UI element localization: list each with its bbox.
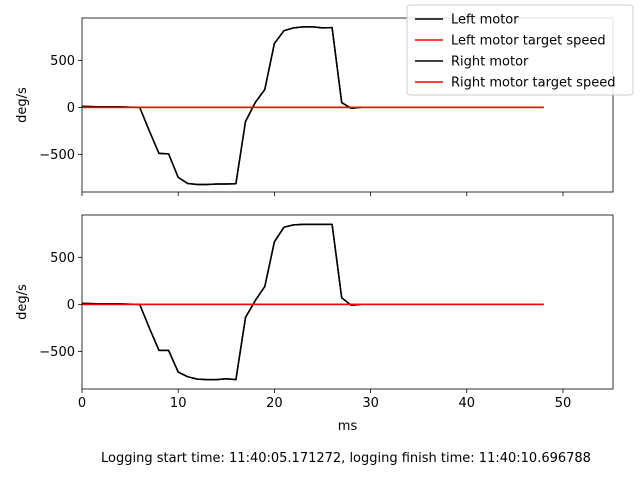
series-line-left-motor <box>81 223 362 381</box>
series-line-right-motor <box>81 26 362 186</box>
x-tick-label: 40 <box>459 396 476 411</box>
legend-box <box>406 4 634 96</box>
legend-label: Left motor target speed <box>451 34 606 49</box>
y-axis-label: deg/s <box>15 284 30 320</box>
x-tick-label: 20 <box>266 396 283 411</box>
y-axis-label: deg/s <box>15 87 30 123</box>
x-tick-label: 50 <box>555 396 572 411</box>
chart-top: −500 0 500 deg/s <box>15 17 614 196</box>
series-line-left-motor <box>81 26 362 186</box>
y-tick-label: 500 <box>50 54 75 69</box>
axes-frame <box>81 17 614 193</box>
series-line-right-motor <box>81 223 362 381</box>
y-tick-label: 500 <box>50 251 75 266</box>
x-tick-label: 0 <box>78 396 86 411</box>
x-axis-label: ms <box>338 419 358 434</box>
legend-label: Right motor <box>451 55 529 70</box>
legend: Left motor Left motor target speed Right m… <box>406 4 634 96</box>
x-tick-label: 30 <box>362 396 379 411</box>
y-tick-label: −500 <box>39 148 75 163</box>
legend-label: Right motor target speed <box>451 76 615 91</box>
logging-time-footer: Logging start time: 11:40:05.171272, log… <box>101 451 591 466</box>
legend-label: Left motor <box>451 13 519 28</box>
y-tick-label: −500 <box>39 345 75 360</box>
x-tick-label: 10 <box>170 396 187 411</box>
y-tick-label: 0 <box>67 298 75 313</box>
y-tick-label: 0 <box>67 101 75 116</box>
axes-frame <box>81 214 614 390</box>
chart-bottom: −500 0 500 0 10 20 30 40 50 deg/s ms <box>15 214 614 434</box>
